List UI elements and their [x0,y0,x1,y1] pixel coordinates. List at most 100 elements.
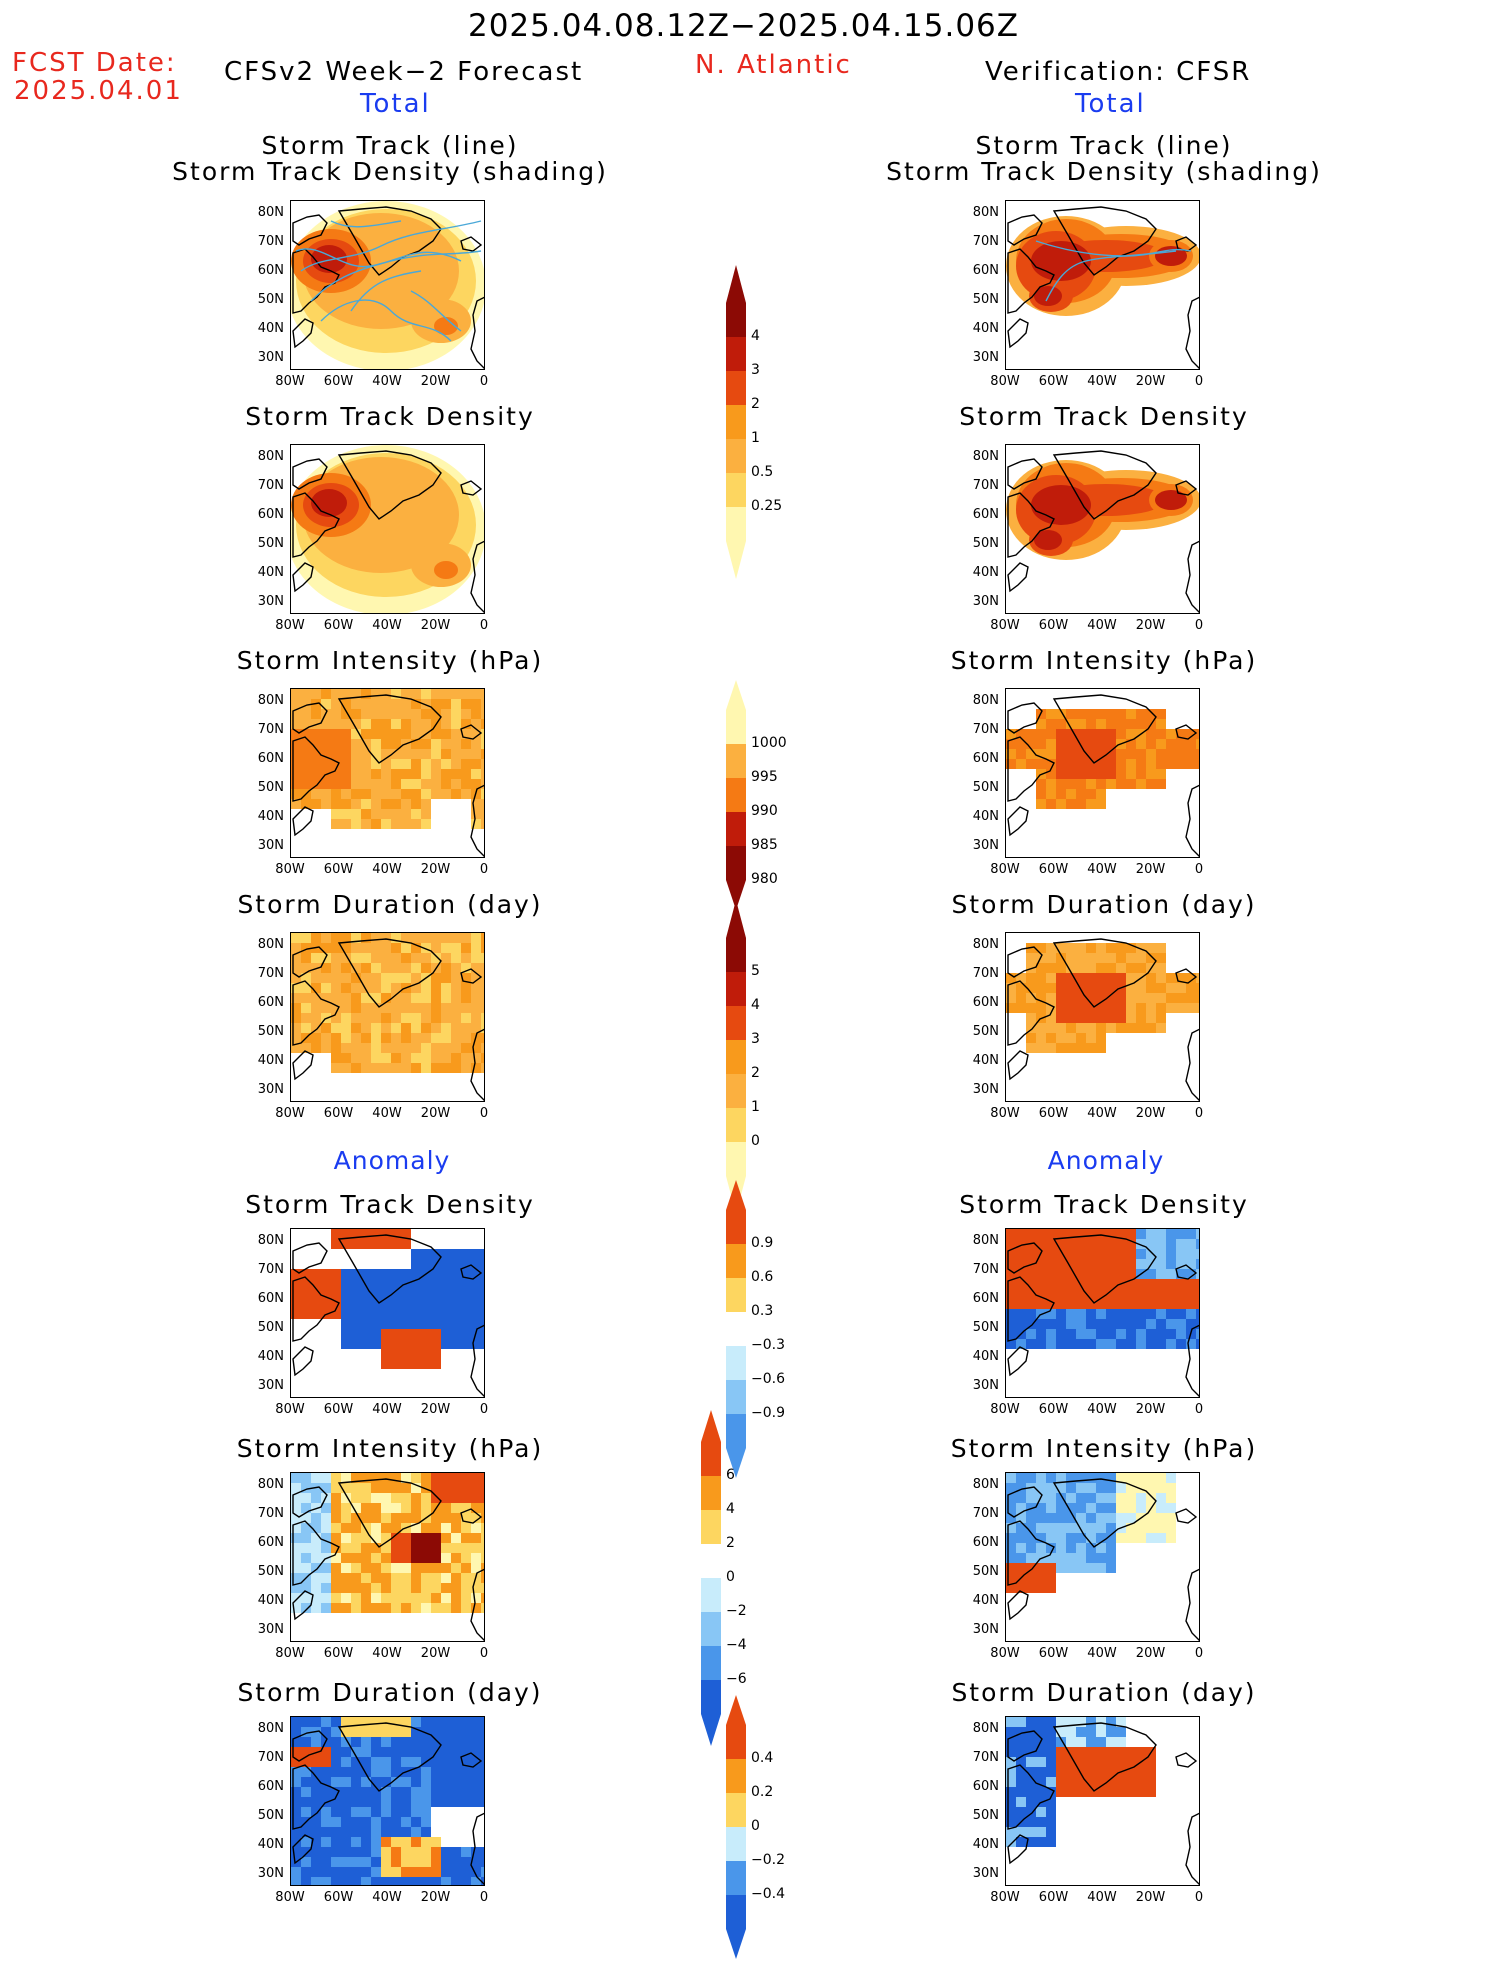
lon-tick-label: 20W [420,1890,451,1905]
lat-tick-label: 70N [257,1750,284,1765]
lon-tick-label: 80W [990,374,1020,389]
colorbar-label: −0.6 [751,1371,785,1387]
lat-tick-label: 60N [257,263,284,278]
colorbar-label: 0.9 [751,1235,774,1251]
colorbar-label: 0.25 [751,498,783,514]
lat-tick-label: 30N [257,838,284,853]
left-map-duration-anom [290,1716,485,1886]
lat-tick-label: 40N [972,809,999,824]
lat-tick-label: 30N [972,1082,999,1097]
lat-tick-label: 80N [972,1233,999,1248]
lon-tick-label: 20W [420,1106,451,1121]
lon-tick-label: 80W [990,1402,1020,1417]
lat-tick-label: 70N [972,1262,999,1277]
left-p1-title-2: Storm Track Density (shading) [172,157,608,186]
right-map-density-anom [1005,1228,1200,1398]
lon-tick-label: 0 [1194,862,1204,877]
fcst-date-label: FCST Date: [12,48,177,78]
lon-tick-label: 40W [372,1646,402,1661]
lat-tick-label: 60N [972,1779,999,1794]
lon-tick-label: 60W [1038,1890,1069,1905]
lat-tick-label: 60N [257,995,284,1010]
lon-tick-label: 20W [420,618,451,633]
colorbar-label: 3 [751,362,760,378]
lat-tick-label: 60N [972,995,999,1010]
lat-tick-label: 40N [972,1349,999,1364]
left-p6-title: Storm Intensity (hPa) [236,1434,544,1463]
lat-tick-label: 80N [257,449,284,464]
lat-tick-label: 40N [257,809,284,824]
lon-tick-label: 60W [323,618,354,633]
lon-tick-label: 40W [372,1402,402,1417]
colorbar-label: −2 [726,1603,747,1619]
duration-anom-colorbar [726,1695,746,1959]
lon-tick-label: 20W [1135,1106,1166,1121]
colorbar-label: 1 [751,1099,760,1115]
left-map-intensity-anom [290,1472,485,1642]
lat-tick-label: 50N [257,292,284,307]
lat-tick-label: 70N [972,722,999,737]
lat-tick-label: 30N [972,350,999,365]
lon-tick-label: 60W [1038,1106,1069,1121]
map-plot [291,933,484,1101]
map-plot [1006,450,1199,613]
lon-tick-label: 40W [372,374,402,389]
lon-tick-label: 60W [1038,618,1069,633]
right-p5-title: Storm Track Density [959,1190,1249,1219]
right-map-intensity-anom [1005,1472,1200,1642]
lat-tick-label: 30N [972,838,999,853]
lon-tick-label: 40W [1087,1646,1117,1661]
lon-tick-label: 60W [323,1890,354,1905]
lat-tick-label: 40N [257,1349,284,1364]
lon-tick-label: 60W [1038,374,1069,389]
lon-tick-label: 40W [1087,862,1117,877]
lat-tick-label: 50N [257,1320,284,1335]
intensity-anom-colorbar [701,1410,721,1746]
colorbar-label: −0.4 [751,1886,785,1902]
lat-tick-label: 30N [257,1866,284,1881]
lat-tick-label: 70N [972,234,999,249]
lat-tick-label: 30N [257,594,284,609]
colorbar-label: 995 [751,769,778,785]
lon-tick-label: 20W [1135,1890,1166,1905]
right-p4-title: Storm Duration (day) [951,890,1257,919]
lon-tick-label: 40W [1087,1890,1117,1905]
map-plot [291,1717,484,1885]
date-range-title: 2025.04.08.12Z−2025.04.15.06Z [467,8,1020,44]
left-map-density-anom [290,1228,485,1398]
lon-tick-label: 40W [372,1106,402,1121]
lat-tick-label: 60N [257,1291,284,1306]
lon-tick-label: 0 [1194,1106,1204,1121]
colorbar-label: 2 [751,396,760,412]
lon-tick-label: 40W [1087,1106,1117,1121]
lat-tick-label: 70N [257,478,284,493]
map-plot [1006,938,1199,1101]
lat-tick-label: 50N [257,1564,284,1579]
lat-tick-label: 70N [972,966,999,981]
lat-tick-label: 60N [972,507,999,522]
map-plot [291,1473,484,1641]
lon-tick-label: 40W [1087,1402,1117,1417]
colorbar-label: 1 [751,430,760,446]
right-p1-title-1: Storm Track (line) [975,131,1233,160]
colorbar-label: 1000 [751,735,787,751]
lat-tick-label: 60N [972,1291,999,1306]
right-p3-title: Storm Intensity (hPa) [950,646,1258,675]
lon-tick-label: 60W [323,374,354,389]
map-plot [291,1229,484,1397]
lat-tick-label: 60N [972,263,999,278]
colorbar-label: 4 [751,328,760,344]
lon-tick-label: 0 [479,374,489,389]
lat-tick-label: 60N [257,1779,284,1794]
lat-tick-label: 80N [257,693,284,708]
lat-tick-label: 70N [257,1506,284,1521]
lat-tick-label: 80N [257,1721,284,1736]
lon-tick-label: 80W [275,1646,305,1661]
lon-tick-label: 20W [1135,862,1166,877]
lon-tick-label: 20W [420,374,451,389]
lat-tick-label: 60N [972,1535,999,1550]
density-anom-colorbar [726,1180,746,1478]
lat-tick-label: 40N [972,321,999,336]
lon-tick-label: 20W [1135,618,1166,633]
lon-tick-label: 40W [372,862,402,877]
